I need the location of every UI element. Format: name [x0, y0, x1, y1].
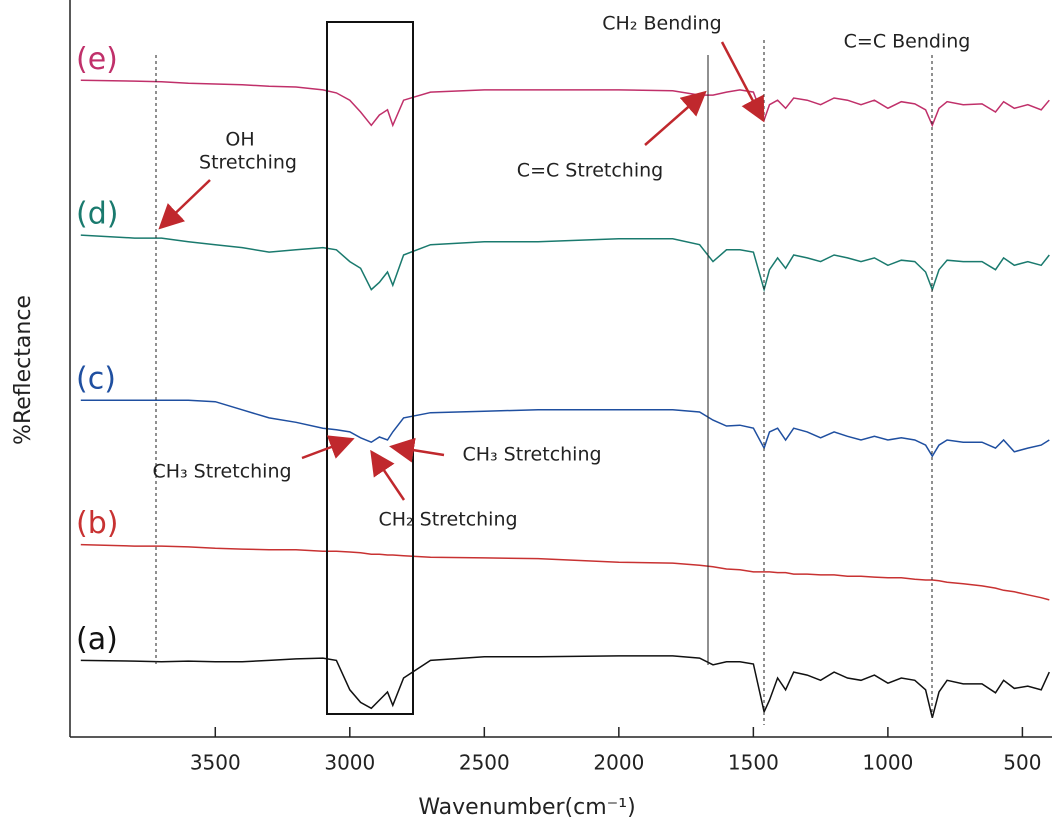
x-tick-label: 3000	[324, 751, 375, 775]
highlight-box	[327, 22, 413, 714]
arrow	[645, 94, 703, 145]
annotation: Stretching	[199, 152, 297, 174]
x-tick-label: 2000	[593, 751, 644, 775]
series-label: (a)	[76, 622, 118, 657]
series-label: (b)	[76, 506, 118, 541]
arrow	[162, 180, 210, 226]
annotation: CH₃ Stretching	[462, 444, 601, 466]
series-line	[81, 80, 1050, 125]
annotation: C=C Bending	[844, 31, 971, 53]
annotation: CH₃ Stretching	[152, 461, 291, 483]
arrow	[722, 42, 762, 118]
x-axis-title: Wavenumber(cm⁻¹)	[418, 795, 635, 820]
x-tick-label: 2500	[459, 751, 510, 775]
arrow	[373, 454, 404, 500]
annotation: CH₂ Stretching	[378, 509, 517, 531]
chart: OH Stretching CH₂ Bending C=C Bending C=…	[0, 0, 1054, 827]
series-line	[81, 235, 1050, 290]
arrow	[394, 447, 444, 455]
x-tick-label: 1500	[728, 751, 779, 775]
series-line	[81, 545, 1050, 600]
annotation: C=C Stretching	[517, 160, 663, 182]
annotation: CH₂ Bending	[602, 13, 721, 35]
series-line	[81, 656, 1050, 718]
series-label: (d)	[76, 197, 118, 232]
x-tick-label: 3500	[190, 751, 241, 775]
series-label: (c)	[76, 362, 116, 397]
annotation: OH	[225, 129, 254, 151]
x-tick-label: 1000	[862, 751, 913, 775]
y-axis-title: %Reflectance	[11, 295, 36, 445]
series-label: (e)	[76, 42, 118, 77]
x-tick-label: 500	[1003, 751, 1041, 775]
